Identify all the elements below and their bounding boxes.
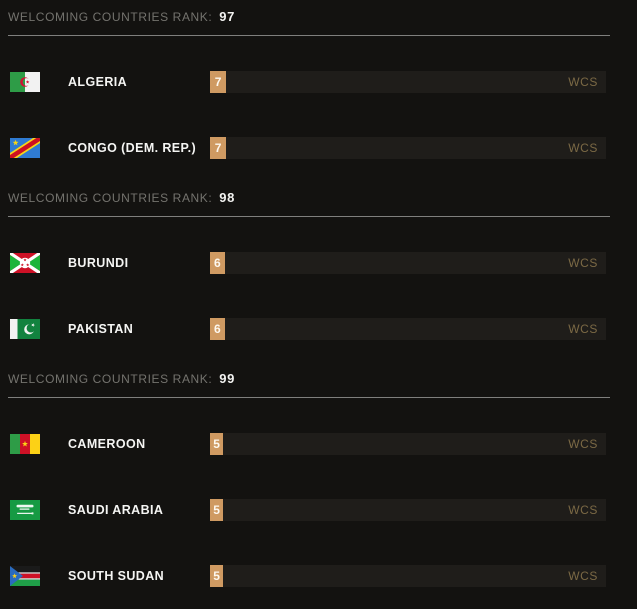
- score-bar: 6 WCS: [210, 318, 606, 340]
- burundi-flag-icon: [10, 253, 40, 273]
- rank-header-label: WELCOMING COUNTRIES RANK:: [8, 10, 213, 24]
- rank-group: WELCOMING COUNTRIES RANK: 97 ALGERIA 7 W…: [0, 0, 637, 181]
- score-bar-fill: 7: [210, 137, 227, 159]
- score-bar: 5 WCS: [210, 565, 606, 587]
- cameroon-flag-icon: [10, 434, 40, 454]
- section-divider: [8, 397, 610, 398]
- score-value: 6: [214, 322, 221, 336]
- section-divider: [8, 216, 610, 217]
- rank-group-header: WELCOMING COUNTRIES RANK: 99: [0, 362, 637, 386]
- country-rows: BURUNDI 6 WCS PAKISTAN 6 WCS: [0, 217, 637, 362]
- score-unit-label: WCS: [568, 569, 598, 583]
- rank-header-label: WELCOMING COUNTRIES RANK:: [8, 372, 213, 386]
- score-bar: 7 WCS: [210, 137, 606, 159]
- rank-group: WELCOMING COUNTRIES RANK: 99 CAMEROON 5 …: [0, 362, 637, 609]
- score-value: 7: [214, 75, 222, 89]
- score-unit-label: WCS: [568, 503, 598, 517]
- score-value: 7: [214, 141, 222, 155]
- country-row[interactable]: CONGO (DEM. REP.) 7 WCS: [0, 115, 637, 181]
- rank-header-label: WELCOMING COUNTRIES RANK:: [8, 191, 213, 205]
- score-bar-fill: 5: [210, 499, 224, 521]
- score-bar: 6 WCS: [210, 252, 606, 274]
- rank-number: 98: [219, 190, 235, 205]
- country-name: ALGERIA: [68, 75, 128, 89]
- country-row[interactable]: BURUNDI 6 WCS: [0, 230, 637, 296]
- rank-group-header: WELCOMING COUNTRIES RANK: 98: [0, 181, 637, 205]
- country-name: SOUTH SUDAN: [68, 569, 165, 583]
- score-unit-label: WCS: [568, 322, 598, 336]
- algeria-flag-icon: [10, 72, 40, 92]
- country-rows: ALGERIA 7 WCS CONGO (DEM. REP.) 7 WCS: [0, 36, 637, 181]
- country-row[interactable]: ALGERIA 7 WCS: [0, 49, 637, 115]
- section-divider: [8, 35, 610, 36]
- country-rows: CAMEROON 5 WCS SAUDI ARABIA 5 WCS SOUTH …: [0, 398, 637, 609]
- country-row[interactable]: SOUTH SUDAN 5 WCS: [0, 543, 637, 609]
- country-name: CONGO (DEM. REP.): [68, 141, 197, 155]
- score-value: 6: [214, 256, 221, 270]
- rank-number: 99: [219, 371, 235, 386]
- score-value: 5: [213, 569, 220, 583]
- score-bar: 7 WCS: [210, 71, 606, 93]
- rank-number: 97: [219, 9, 235, 24]
- score-unit-label: WCS: [568, 437, 598, 451]
- score-unit-label: WCS: [568, 75, 598, 89]
- score-bar-fill: 6: [210, 252, 225, 274]
- pakistan-flag-icon: [10, 319, 40, 339]
- score-bar-fill: 7: [210, 71, 227, 93]
- country-name: PAKISTAN: [68, 322, 134, 336]
- score-bar: 5 WCS: [210, 433, 606, 455]
- south-sudan-flag-icon: [10, 566, 40, 586]
- score-unit-label: WCS: [568, 256, 598, 270]
- country-name: SAUDI ARABIA: [68, 503, 164, 517]
- score-value: 5: [213, 437, 220, 451]
- country-name: CAMEROON: [68, 437, 146, 451]
- score-unit-label: WCS: [568, 141, 598, 155]
- score-bar-fill: 5: [210, 433, 224, 455]
- score-bar-fill: 5: [210, 565, 224, 587]
- country-row[interactable]: CAMEROON 5 WCS: [0, 411, 637, 477]
- rank-group: WELCOMING COUNTRIES RANK: 98 BURUNDI 6 W…: [0, 181, 637, 362]
- saudi-arabia-flag-icon: [10, 500, 40, 520]
- country-name: BURUNDI: [68, 256, 129, 270]
- score-value: 5: [213, 503, 220, 517]
- score-bar: 5 WCS: [210, 499, 606, 521]
- country-row[interactable]: SAUDI ARABIA 5 WCS: [0, 477, 637, 543]
- score-bar-fill: 6: [210, 318, 225, 340]
- country-row[interactable]: PAKISTAN 6 WCS: [0, 296, 637, 362]
- congo-dem-rep-flag-icon: [10, 138, 40, 158]
- rank-group-header: WELCOMING COUNTRIES RANK: 97: [0, 0, 637, 24]
